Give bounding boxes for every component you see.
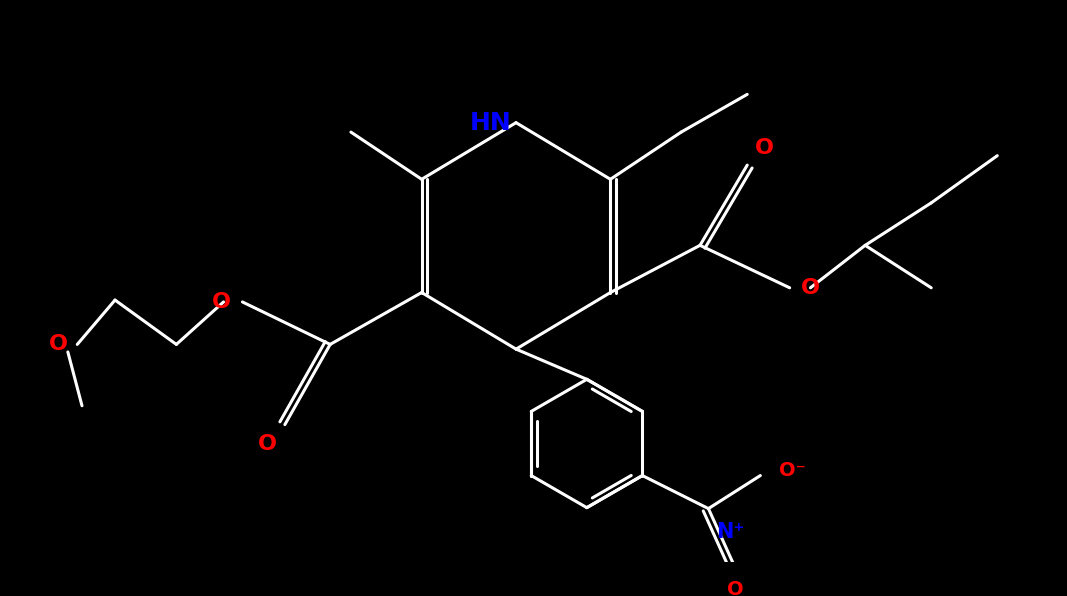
Text: HN: HN xyxy=(469,111,511,135)
Text: N⁺: N⁺ xyxy=(716,522,745,542)
Text: O: O xyxy=(727,581,743,596)
Text: O: O xyxy=(258,434,277,454)
Text: O: O xyxy=(754,138,774,157)
Text: O: O xyxy=(212,292,232,312)
Text: O: O xyxy=(49,334,68,355)
Text: O⁻: O⁻ xyxy=(779,461,806,480)
Text: O: O xyxy=(801,278,821,298)
